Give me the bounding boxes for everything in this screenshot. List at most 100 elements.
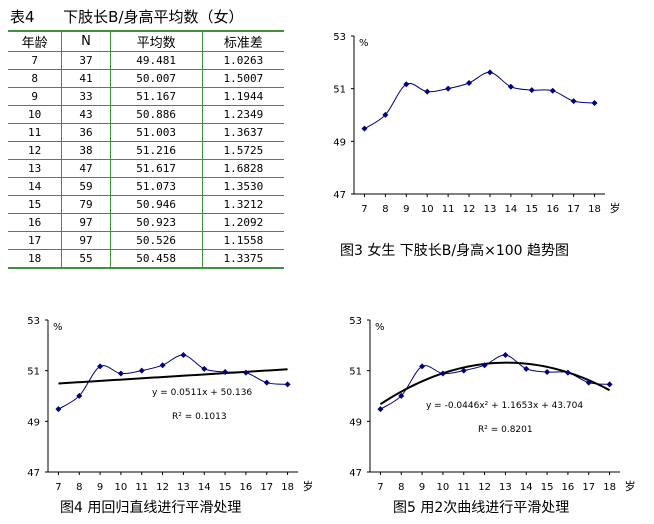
cell-n: 37	[61, 51, 111, 70]
caption-fig4: 图4 用回归直线进行平滑处理	[60, 500, 242, 516]
x-unit-label: 岁	[625, 479, 636, 493]
cell-age: 16	[8, 213, 62, 232]
cell-age: 14	[8, 177, 62, 196]
data-point	[591, 99, 598, 106]
x-tick-label: 11	[135, 482, 148, 493]
cell-age: 8	[8, 69, 62, 88]
x-tick-label: 11	[442, 204, 455, 215]
x-unit-label: 岁	[303, 479, 312, 493]
y-tick-label: 53	[349, 316, 362, 327]
x-unit-label: 岁	[610, 201, 620, 215]
x-tick-label: 18	[588, 204, 601, 215]
data-point	[507, 83, 514, 90]
chart-fig5: % 47 49 51 53 7 8 9 10 11 12 13 14 15 16 17 18 岁 y = -0.04…	[336, 310, 636, 500]
x-tick-label: 15	[541, 482, 554, 493]
cell-mean: 51.617	[109, 159, 203, 178]
x-tick-label: 10	[421, 204, 434, 215]
data-point	[201, 365, 208, 372]
data-point	[523, 365, 530, 372]
y-tick-label: 51	[349, 367, 362, 378]
fit-r2: R² = 0.8201	[478, 425, 533, 435]
data-point	[466, 79, 473, 86]
data-point	[117, 370, 124, 377]
cell-n: 97	[61, 231, 111, 250]
table-row: 7 37 49.481 1.0263	[8, 51, 284, 70]
fit-r2: R² = 0.1013	[172, 412, 227, 422]
y-unit-label: %	[53, 322, 63, 333]
x-tick-label: 8	[76, 482, 82, 493]
x-tick-label: 16	[562, 482, 575, 493]
data-point	[570, 98, 577, 105]
chart-fig3: % 47 49 51 53 7 8 9 10 11 12 13 14 15 16 17 18 岁	[320, 28, 620, 228]
cell-age: 11	[8, 123, 62, 142]
data-point	[55, 406, 62, 413]
data-point	[439, 370, 446, 377]
x-tick-label: 14	[505, 204, 518, 215]
table-row: 13 47 51.617 1.6828	[8, 159, 284, 178]
x-tick-label: 13	[177, 482, 190, 493]
x-tick-label: 14	[198, 482, 211, 493]
cell-sd: 1.2092	[201, 213, 284, 232]
x-tick-label: 7	[377, 482, 383, 493]
x-tick-label: 7	[361, 204, 367, 215]
cell-mean: 50.458	[109, 249, 203, 269]
table-row: 10 43 50.886 1.2349	[8, 105, 284, 124]
data-point	[76, 392, 83, 399]
caption-fig3: 图3 女生 下肢长B/身高×100 趋势图	[340, 243, 570, 259]
x-tick-label: 14	[520, 482, 533, 493]
data-point	[544, 369, 551, 376]
table-row: 17 97 50.526 1.1558	[8, 231, 284, 250]
chart-fig4-svg: % 47 49 51 53 7 8 9 10 11 12 13 14 15 16 17 18 岁 y = 0.051…	[27, 316, 313, 493]
cell-age: 18	[8, 249, 62, 269]
data-point	[284, 381, 291, 388]
cell-n: 55	[61, 249, 111, 269]
cell-n: 36	[61, 123, 111, 142]
x-tick-label: 15	[219, 482, 232, 493]
data-point	[481, 362, 488, 369]
cell-n: 79	[61, 195, 111, 214]
cell-age: 7	[8, 51, 62, 70]
y-tick-label: 53	[333, 32, 346, 43]
y-tick-label: 51	[333, 85, 346, 96]
cell-n: 43	[61, 105, 111, 124]
cell-age: 9	[8, 87, 62, 106]
data-point	[564, 369, 571, 376]
cell-mean: 50.946	[109, 195, 203, 214]
x-tick-label: 11	[457, 482, 470, 493]
x-tick-label: 12	[463, 204, 476, 215]
fit-equation: y = 0.0511x + 50.136	[152, 388, 252, 398]
cell-sd: 1.3530	[201, 177, 284, 196]
x-tick-label: 17	[260, 482, 273, 493]
y-tick-label: 51	[27, 367, 40, 378]
data-point	[242, 369, 249, 376]
data-point	[403, 81, 410, 88]
cell-n: 47	[61, 159, 111, 178]
data-point	[528, 87, 535, 94]
x-tick-label: 16	[240, 482, 253, 493]
y-unit-label: %	[359, 38, 369, 49]
data-point	[585, 379, 592, 386]
table-row: 12 38 51.216 1.5725	[8, 141, 284, 160]
x-tick-label: 13	[499, 482, 512, 493]
data-point	[424, 88, 431, 95]
series-line	[364, 71, 595, 130]
table-panel: 表4 下肢长B/身高平均数（女） 年龄 N 平均数 标准差 7 37 49.481 1…	[8, 4, 284, 286]
table-row: 8 41 50.007 1.5007	[8, 69, 284, 88]
cell-n: 59	[61, 177, 111, 196]
x-tick-label: 12	[156, 482, 169, 493]
data-point	[460, 367, 467, 374]
cell-sd: 1.1558	[201, 231, 284, 250]
header-age: 年龄	[8, 30, 62, 52]
y-tick-label: 49	[333, 137, 346, 148]
x-tick-label: 16	[546, 204, 559, 215]
cell-mean: 50.007	[109, 69, 203, 88]
x-tick-label: 9	[403, 204, 409, 215]
x-tick-label: 10	[437, 482, 450, 493]
x-tick-label: 15	[525, 204, 538, 215]
data-point	[222, 369, 229, 376]
data-point	[180, 352, 187, 359]
cell-mean: 51.167	[109, 87, 203, 106]
cell-mean: 49.481	[109, 51, 203, 70]
y-unit-label: %	[375, 322, 385, 333]
cell-mean: 50.886	[109, 105, 203, 124]
